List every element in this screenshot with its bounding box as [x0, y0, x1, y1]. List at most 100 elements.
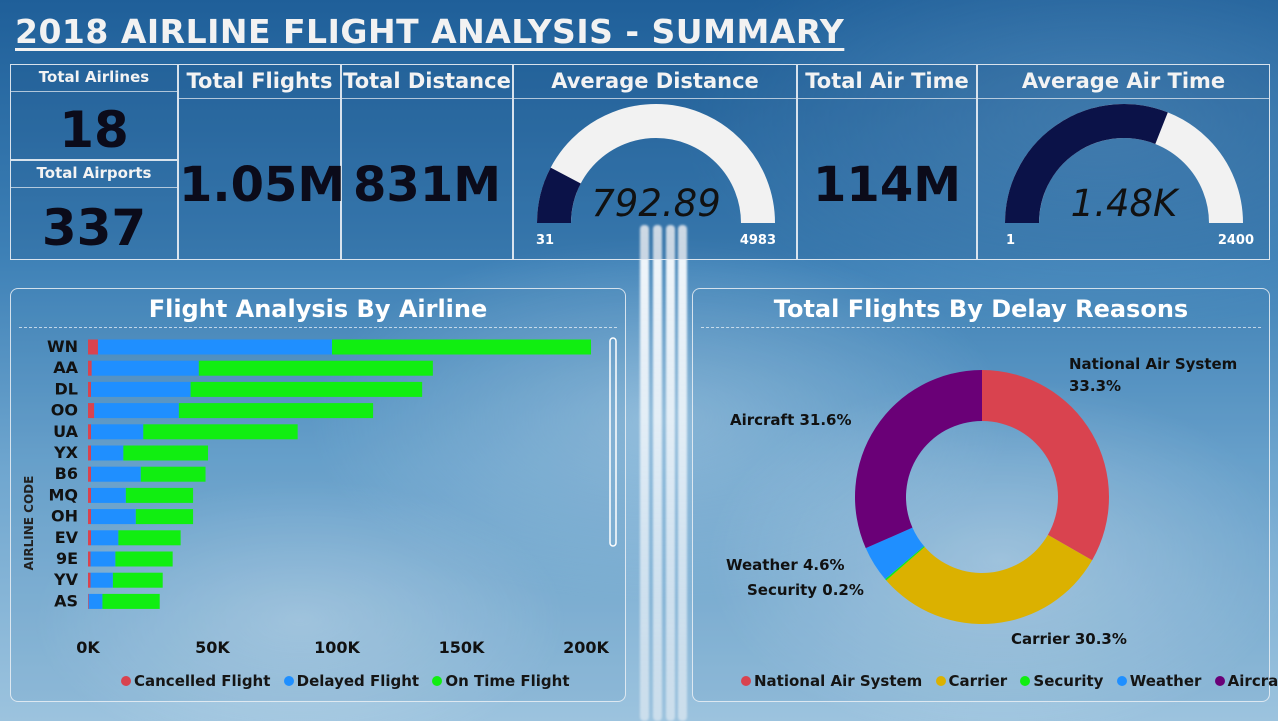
- bar-segment[interactable]: [123, 445, 209, 461]
- legend-dot: [935, 676, 946, 686]
- donut-slice[interactable]: [855, 370, 982, 549]
- slice-label-security: Security 0.2%: [747, 581, 864, 599]
- bar-segment[interactable]: [88, 487, 91, 503]
- legend-label: Aircraft: [1227, 672, 1278, 690]
- x-tick-label: 50K: [195, 638, 230, 657]
- bar-segment[interactable]: [91, 360, 199, 376]
- bar-segment[interactable]: [198, 360, 433, 376]
- bar-segment[interactable]: [88, 593, 89, 609]
- bar-segment[interactable]: [88, 530, 91, 546]
- kpi-row: Total Airlines 18 Total Airports 337 Tot…: [10, 64, 1270, 260]
- legend-label: Cancelled Flight: [134, 672, 271, 690]
- donut-slices: [855, 370, 1109, 624]
- bar-segment[interactable]: [115, 551, 173, 567]
- bar-segment[interactable]: [90, 530, 119, 546]
- kpi-label: Total Air Time: [798, 65, 976, 99]
- category-label: AS: [54, 591, 78, 610]
- gauge-value: 792.89: [591, 182, 720, 225]
- kpi-label: Average Air Time: [978, 65, 1269, 99]
- bar-segment[interactable]: [88, 424, 91, 440]
- bar-segment[interactable]: [88, 445, 91, 461]
- bar-segment[interactable]: [88, 381, 91, 397]
- bar-segment[interactable]: [90, 381, 191, 397]
- airline-bar-chart: AIRLINE CODE WN AA DL OO UA YX B6 MQ OH EV 9E YV AS 0…: [22, 337, 617, 657]
- bar-segment[interactable]: [88, 339, 98, 355]
- airline-chart-panel: Flight Analysis By Airline AIRLINE CODE …: [10, 288, 626, 702]
- chart-scrollbar[interactable]: [609, 337, 617, 547]
- bars-group: WN AA DL OO UA YX B6 MQ OH EV 9E YV AS 0K 50K 100K 150K 2…: [47, 337, 610, 657]
- bar-segment[interactable]: [125, 487, 194, 503]
- legend-label: Carrier: [948, 672, 1008, 690]
- bar-segment[interactable]: [90, 466, 141, 482]
- delay-donut-chart: National Air System 33.3% Aircraft 31.6% …: [726, 355, 1237, 648]
- bar-segment[interactable]: [90, 424, 144, 440]
- bar-segment[interactable]: [140, 466, 206, 482]
- bar-segment[interactable]: [90, 509, 136, 525]
- bar-segment[interactable]: [90, 551, 116, 567]
- gauge-min-label: 1: [1006, 233, 1015, 248]
- kpi-total-air-time: Total Air Time 114M: [797, 64, 977, 260]
- x-tick-label: 200K: [563, 638, 609, 657]
- bar-segment[interactable]: [118, 530, 181, 546]
- legend-label: Weather: [1129, 672, 1202, 690]
- bar-segment[interactable]: [90, 487, 126, 503]
- category-label: WN: [47, 337, 78, 356]
- legend-label: On Time Flight: [445, 672, 570, 690]
- category-label: 9E: [56, 549, 78, 568]
- bar-segment[interactable]: [112, 572, 163, 588]
- kpi-total-airlines: Total Airlines 18: [10, 64, 178, 160]
- gauge-max-label: 4983: [740, 233, 776, 248]
- bar-segment[interactable]: [88, 360, 92, 376]
- legend-item-cancelled: Cancelled Flight: [121, 672, 270, 690]
- gauge-max-label: 2400: [1218, 233, 1254, 248]
- kpi-total-flights: Total Flights 1.05M: [178, 64, 345, 260]
- bar-segment[interactable]: [88, 593, 103, 609]
- donut-slice[interactable]: [865, 527, 925, 580]
- legend-label: Security: [1033, 672, 1104, 690]
- bar-segment[interactable]: [190, 381, 423, 397]
- bar-segment[interactable]: [135, 509, 194, 525]
- bar-segment[interactable]: [97, 339, 333, 355]
- kpi-label: Average Distance: [514, 65, 796, 99]
- average-distance-gauge: 792.89 31 4983: [536, 104, 776, 248]
- bar-segment[interactable]: [88, 509, 91, 525]
- donut-slice[interactable]: [885, 546, 925, 581]
- bar-segment[interactable]: [88, 572, 91, 588]
- category-label: DL: [55, 379, 78, 398]
- donut-slice[interactable]: [886, 534, 1093, 624]
- bar-segment[interactable]: [143, 424, 298, 440]
- bar-segment[interactable]: [102, 593, 160, 609]
- category-label: AA: [53, 358, 78, 377]
- donut-legend: National Air System Carrier Security Wea…: [741, 672, 1278, 690]
- category-label: B6: [55, 464, 78, 483]
- gauge-min-label: 31: [536, 233, 554, 248]
- category-label: MQ: [48, 485, 78, 504]
- bar-segment[interactable]: [88, 551, 91, 567]
- kpi-total-airports: Total Airports 337: [10, 160, 178, 260]
- category-label: EV: [55, 528, 79, 547]
- bar-segment[interactable]: [332, 339, 591, 355]
- bar-segment[interactable]: [178, 403, 374, 419]
- category-label: YX: [53, 443, 79, 462]
- bar-segment[interactable]: [88, 466, 91, 482]
- y-axis-label: AIRLINE CODE: [22, 476, 36, 571]
- legend-item-aircraft: Aircraft: [1214, 672, 1278, 690]
- bar-segment[interactable]: [88, 403, 95, 419]
- panel-divider: [19, 327, 617, 328]
- gauge-fill: [1005, 104, 1168, 224]
- legend-dot: [1116, 676, 1127, 686]
- legend-item-on-time: On Time Flight: [432, 672, 570, 690]
- kpi-label: Total Airports: [11, 161, 177, 188]
- bar-segment[interactable]: [94, 403, 179, 419]
- bar-segment[interactable]: [90, 445, 124, 461]
- legend-label: National Air System: [754, 672, 923, 690]
- delay-chart-panel: Total Flights By Delay Reasons National …: [692, 288, 1278, 702]
- category-label: UA: [53, 422, 79, 441]
- gauge-fill: [537, 167, 582, 224]
- bar-segment[interactable]: [90, 572, 113, 588]
- legend-dot: [741, 676, 751, 686]
- kpi-total-distance: Total Distance 831M: [341, 64, 513, 260]
- x-tick-label: 0K: [76, 638, 100, 657]
- donut-slice[interactable]: [982, 370, 1109, 561]
- legend-dot: [1214, 676, 1225, 686]
